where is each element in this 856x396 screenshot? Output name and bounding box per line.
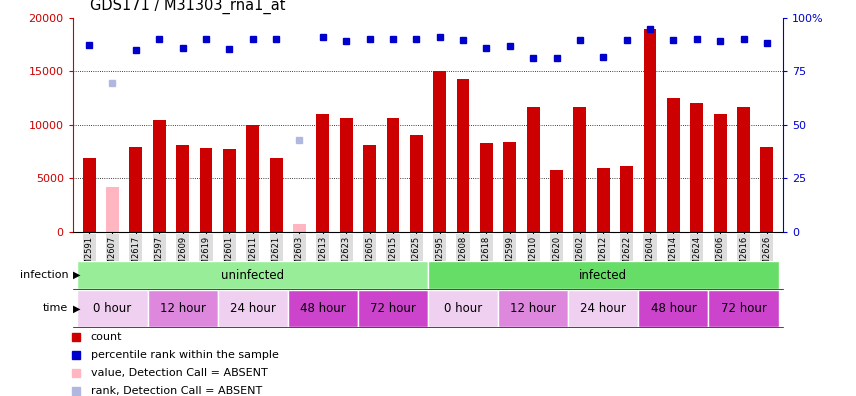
Text: infection: infection <box>20 270 68 280</box>
Bar <box>498 290 568 327</box>
Bar <box>714 114 727 232</box>
Text: time: time <box>44 303 68 313</box>
Text: ▶: ▶ <box>73 303 80 313</box>
Text: rank, Detection Call = ABSENT: rank, Detection Call = ABSENT <box>91 386 262 396</box>
Text: 12 hour: 12 hour <box>160 302 205 315</box>
Text: 24 hour: 24 hour <box>580 302 627 315</box>
Text: 72 hour: 72 hour <box>370 302 416 315</box>
Bar <box>760 147 773 232</box>
Bar <box>317 114 330 232</box>
Bar <box>690 103 703 232</box>
Bar <box>153 120 166 232</box>
Bar <box>83 158 96 232</box>
Bar <box>77 261 428 289</box>
Bar <box>503 142 516 232</box>
Bar <box>644 29 657 232</box>
Bar <box>526 107 539 232</box>
Bar <box>550 169 563 232</box>
Text: 48 hour: 48 hour <box>300 302 346 315</box>
Text: 0 hour: 0 hour <box>93 302 132 315</box>
Bar <box>176 145 189 232</box>
Bar <box>433 71 446 232</box>
Bar <box>621 166 633 232</box>
Bar <box>597 168 609 232</box>
Bar <box>77 290 147 327</box>
Bar <box>270 158 282 232</box>
Bar <box>340 118 353 232</box>
Bar <box>428 261 779 289</box>
Bar <box>199 148 212 232</box>
Text: percentile rank within the sample: percentile rank within the sample <box>91 350 278 360</box>
Bar <box>288 290 358 327</box>
Text: infected: infected <box>580 269 627 282</box>
Text: value, Detection Call = ABSENT: value, Detection Call = ABSENT <box>91 367 267 378</box>
Bar <box>410 135 423 232</box>
Bar <box>223 149 235 232</box>
Bar <box>106 187 119 232</box>
Text: 48 hour: 48 hour <box>651 302 696 315</box>
Bar <box>480 143 493 232</box>
Bar <box>129 147 142 232</box>
Bar <box>568 290 639 327</box>
Bar <box>217 290 288 327</box>
Bar <box>293 224 306 232</box>
Bar <box>667 98 680 232</box>
Text: 12 hour: 12 hour <box>510 302 556 315</box>
Bar <box>363 145 376 232</box>
Bar <box>737 107 750 232</box>
Text: count: count <box>91 332 122 342</box>
Bar <box>709 290 779 327</box>
Bar <box>147 290 217 327</box>
Text: 24 hour: 24 hour <box>229 302 276 315</box>
Text: ▶: ▶ <box>73 270 80 280</box>
Bar <box>574 107 586 232</box>
Bar <box>387 118 400 232</box>
Bar <box>639 290 709 327</box>
Bar <box>247 125 259 232</box>
Text: 0 hour: 0 hour <box>444 302 482 315</box>
Bar <box>358 290 428 327</box>
Bar <box>428 290 498 327</box>
Bar <box>456 79 469 232</box>
Text: uninfected: uninfected <box>221 269 284 282</box>
Text: 72 hour: 72 hour <box>721 302 766 315</box>
Text: GDS171 / M31303_rna1_at: GDS171 / M31303_rna1_at <box>90 0 285 14</box>
